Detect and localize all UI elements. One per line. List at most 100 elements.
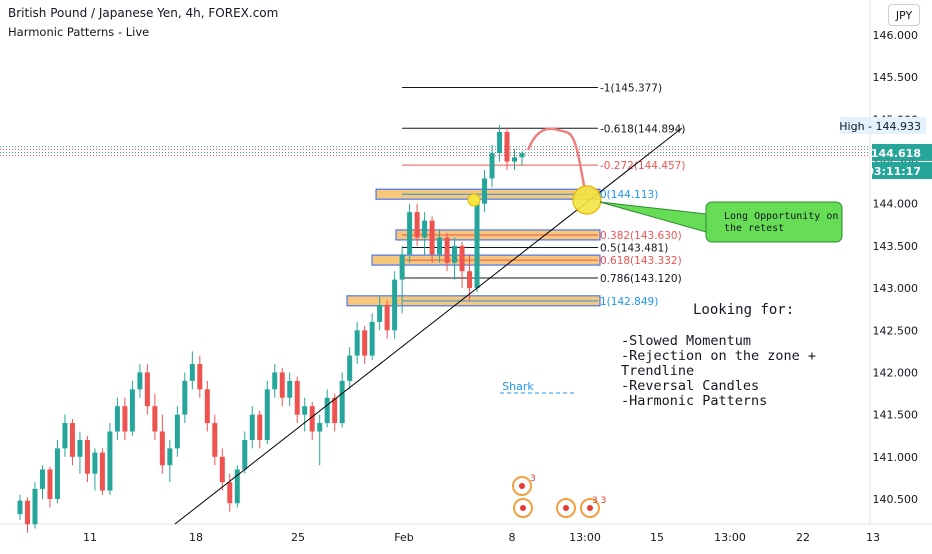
candle-body (257, 414, 263, 440)
candle-body (324, 397, 330, 424)
currency-button[interactable]: JPY (888, 4, 920, 26)
fib-label: 0.786(143.120) (600, 273, 682, 285)
event-markers: 3 3 3 (512, 474, 606, 518)
candle-body (242, 439, 248, 470)
y-tick-label: 144.000 (873, 198, 919, 211)
retest-highlight (572, 185, 602, 215)
x-tick-label: Feb (394, 531, 413, 544)
x-tick-label: 13 (866, 531, 880, 544)
annotation-item: -Slowed Momentum (621, 333, 751, 349)
candle-body (69, 423, 75, 457)
candle-body (407, 212, 413, 255)
candle-body (234, 469, 240, 504)
candle-body (167, 448, 173, 466)
candle-body (452, 245, 458, 263)
candle-body (377, 304, 383, 322)
candle-body (99, 452, 105, 491)
note-text: the retest (724, 223, 784, 234)
high-label: High - 144.933 (839, 120, 921, 133)
event-dot (587, 505, 593, 511)
fib-label: -1(145.377) (600, 83, 662, 95)
candle-body (264, 389, 270, 440)
fib-label: -0.618(144.894) (600, 123, 685, 135)
countdown: 03:11:17 (866, 165, 921, 178)
y-tick-label: 141.000 (873, 451, 919, 464)
candle-body (182, 380, 188, 415)
candle-body (197, 364, 203, 390)
pattern-label: Shark (502, 380, 534, 393)
annotation-heading: Looking for: (693, 302, 794, 318)
candle-body (17, 500, 23, 515)
candle-body (227, 482, 233, 504)
last-price: 144.618 (871, 147, 921, 160)
annotation-item: Trendline (621, 363, 694, 379)
x-tick-label: 25 (291, 531, 305, 544)
x-tick-label: 15 (650, 531, 664, 544)
candle-body (504, 132, 510, 162)
x-tick-label: 13:00 (714, 531, 746, 544)
event-dot (520, 505, 526, 511)
price-badges: High - 144.933 144.618 03:11:17 (839, 117, 932, 179)
candle-body (384, 304, 390, 331)
candle-body (189, 364, 195, 381)
candle-body (422, 220, 428, 238)
chart-title: British Pound / Japanese Yen, 4h, FOREX.… (8, 6, 279, 20)
countdown-badge (872, 162, 932, 179)
y-tick-label: 146.000 (873, 29, 919, 42)
candle-body (219, 456, 225, 483)
candle-body (369, 321, 375, 356)
annotation-item: -Rejection on the zone + (621, 348, 816, 364)
candle-body (444, 237, 450, 263)
note-box (705, 201, 843, 243)
candlesticks (17, 125, 525, 533)
indicator-label[interactable]: Harmonic Patterns - Live (8, 25, 150, 39)
candle-body (309, 406, 315, 432)
candle-body (429, 220, 435, 255)
candle-body (114, 406, 120, 432)
high-badge (840, 117, 926, 134)
y-tick-label: 143.000 (873, 282, 919, 295)
candle-body (497, 132, 503, 154)
candle-body (32, 488, 38, 525)
x-axis-ticks: 11 18 25 Feb 8 13:00 15 13:00 22 13 (83, 531, 880, 544)
fib-levels: -1(145.377) -0.618(144.894) -0.272(144.457… (402, 83, 685, 308)
candle-body (272, 372, 278, 390)
candle-body (302, 406, 308, 415)
candle-body (362, 330, 368, 356)
fib-label: 0.618(143.332) (600, 255, 682, 267)
x-tick-label: 22 (796, 531, 810, 544)
candle-body (54, 448, 60, 499)
fib-label: 0(144.113) (600, 189, 658, 201)
fib-label: 0.382(143.630) (600, 230, 682, 242)
last-price-badge (872, 144, 932, 161)
fib-label: 0.5(143.481) (600, 243, 668, 255)
y-tick-label: 145.500 (873, 71, 919, 84)
candle-body (62, 423, 68, 449)
candle-body (212, 423, 218, 457)
candle-body (482, 178, 488, 204)
price-grid (0, 146, 870, 156)
candle-body (354, 330, 360, 356)
candle-body (249, 414, 255, 440)
candle-body (474, 203, 480, 289)
candle-body (24, 500, 30, 525)
y-tick-label: 142.000 (873, 366, 919, 379)
candle-body (174, 414, 180, 449)
candle-body (279, 372, 285, 398)
candle-body (39, 469, 45, 489)
y-tick-label: 141.500 (873, 409, 919, 422)
y-tick-label: 142.500 (873, 324, 919, 337)
candle-body (122, 406, 128, 432)
candle-body (84, 439, 90, 474)
event-count: 3 3 (592, 496, 606, 506)
candle-body (204, 389, 210, 424)
candle-body (332, 397, 338, 424)
candle-body (159, 431, 165, 466)
candle-body (294, 380, 300, 415)
candle-body (392, 279, 398, 331)
x-tick-label: 8 (509, 531, 516, 544)
candle-body (339, 380, 345, 424)
